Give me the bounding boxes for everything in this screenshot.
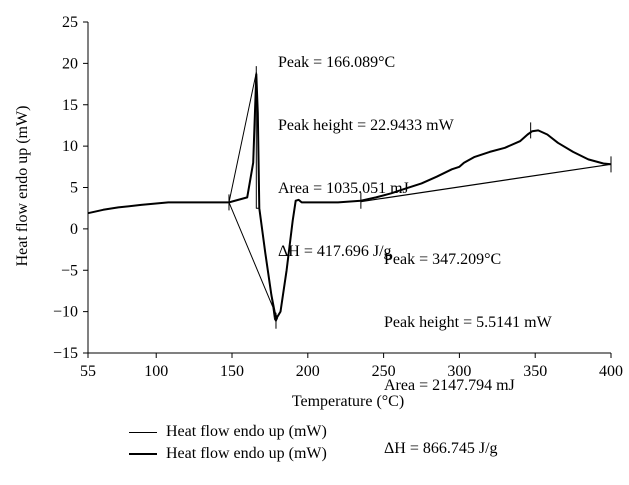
y-tick-label: 15 xyxy=(62,97,78,114)
y-tick-label: 0 xyxy=(70,221,78,238)
y-tick-label: 5 xyxy=(70,180,78,197)
annotation-line: Peak height = 22.9433 mW xyxy=(278,117,454,134)
annotation-line: Area = 1035.051 mJ xyxy=(278,180,409,197)
annotation-line: ΔH = 417.696 J/g xyxy=(278,243,392,260)
annotation-line: Peak = 166.089°C xyxy=(278,54,396,71)
x-tick-label: 350 xyxy=(523,363,547,380)
series-layer xyxy=(87,72,612,323)
x-tick-label: 150 xyxy=(220,363,244,380)
x-tick-label: 200 xyxy=(296,363,320,380)
y-tick-label: −5 xyxy=(61,262,78,279)
y-tick-label: 10 xyxy=(62,138,78,155)
series-line-baseline xyxy=(360,163,612,203)
annotation-line: ΔH = 866.745 J/g xyxy=(384,440,498,457)
y-tick-label: 20 xyxy=(62,55,78,72)
axes: −15 −10 −5 0 5 10 15 20 25 55 100 150 200 250 300 350 40… xyxy=(53,14,623,380)
x-tick-label: 400 xyxy=(599,363,623,380)
annotation-line: Area = 2147.794 mJ xyxy=(384,377,515,394)
legend-swatch-thick-line xyxy=(129,453,157,455)
x-axis-label: Temperature (°C) xyxy=(292,393,404,410)
legend-label: Heat flow endo up (mW) xyxy=(166,445,327,462)
marker-layer xyxy=(228,66,612,329)
legend-label: Heat flow endo up (mW) xyxy=(166,423,327,440)
y-tick-label: −15 xyxy=(53,345,78,362)
series-line-thick xyxy=(87,73,612,321)
y-axis-label: Heat flow endo up (mW) xyxy=(14,106,31,267)
x-tick-label: 250 xyxy=(372,363,396,380)
y-tick-label: 25 xyxy=(62,14,78,31)
annotation-peak-2: Peak = 347.209°C Peak height = 5.5141 mW… xyxy=(384,207,552,480)
x-tick-label: 100 xyxy=(144,363,168,380)
annotation-line: Peak = 347.209°C xyxy=(384,251,502,268)
legend-swatch-thin-line xyxy=(129,432,157,433)
y-tick-label: −10 xyxy=(53,304,78,321)
x-tick-label: 300 xyxy=(447,363,471,380)
annotation-line: Peak height = 5.5141 mW xyxy=(384,314,552,331)
x-tick-label: 55 xyxy=(80,363,96,380)
annotation-peak-1: Peak = 166.089°C Peak height = 22.9433 m… xyxy=(278,10,454,283)
